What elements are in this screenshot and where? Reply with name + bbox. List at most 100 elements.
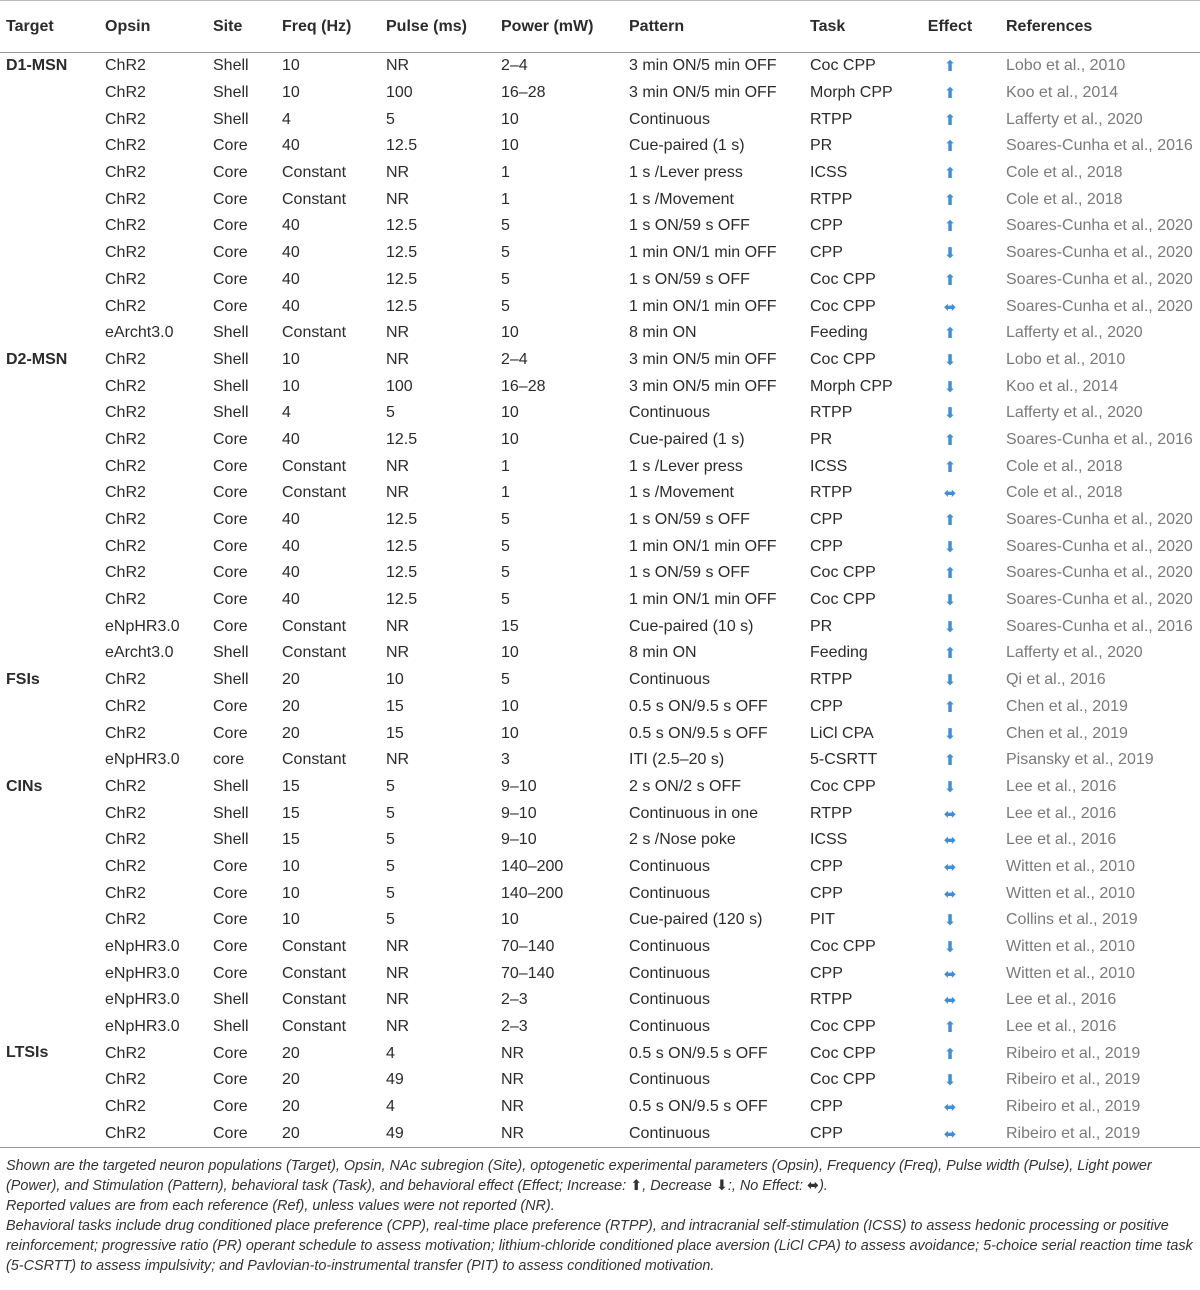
ref-cell: Soares-Cunha et al., 2020: [1006, 297, 1193, 315]
task-cell: CPP: [810, 244, 843, 262]
freq-cell: 10: [282, 350, 300, 368]
pattern-cell: 1 min ON/1 min OFF: [629, 591, 777, 609]
task-cell: CPP: [810, 217, 843, 235]
pulse-cell: 12.5: [386, 430, 418, 448]
power-cell: 10: [501, 697, 519, 715]
freq-cell: 20: [282, 671, 300, 689]
power-cell: 2–4: [501, 57, 528, 75]
freq-cell: 40: [282, 297, 300, 315]
pulse-cell: 5: [386, 110, 395, 128]
column-header: Target: [0, 0, 99, 53]
pulse-cell: 100: [386, 377, 413, 395]
table-row: ChR2 Core 10 5 10 Cue-paired (120 s) PIT ⬇ Colli…: [0, 907, 1200, 934]
ref-cell: Witten et al., 2010: [1006, 964, 1135, 982]
note: Shown are the targeted neuron population…: [6, 1158, 1152, 1195]
power-cell: NR: [501, 1071, 525, 1089]
pattern-cell: Continuous: [629, 404, 710, 422]
freq-cell: 10: [282, 57, 300, 75]
effect-cell: ⬆: [943, 191, 957, 209]
table-row: ChR2 Core 40 12.5 5 1 min ON/1 min OFF Coc CPP…: [0, 293, 1200, 320]
table-row: ChR2 Core Constant NR 1 1 s /Lever press ICSS ⬆…: [0, 453, 1200, 480]
ref-cell: Collins et al., 2019: [1006, 911, 1138, 929]
ref-cell: Lobo et al., 2010: [1006, 350, 1126, 368]
pulse-cell: 15: [386, 697, 404, 715]
opsin-cell: ChR2: [105, 884, 146, 902]
site-cell: Shell: [213, 991, 249, 1009]
freq-cell: 40: [282, 217, 300, 235]
ref-cell: Lee et al., 2016: [1006, 804, 1117, 822]
pulse-cell: 5: [386, 831, 395, 849]
ref-cell: Soares-Cunha et al., 2016: [1006, 617, 1193, 635]
ref-cell: Koo et al., 2014: [1006, 84, 1119, 102]
ref-cell: Lee et al., 2016: [1006, 991, 1117, 1009]
freq-cell: Constant: [282, 938, 347, 956]
pattern-cell: Continuous: [629, 1071, 710, 1089]
table-notes: Shown are the targeted neuron population…: [0, 1148, 1200, 1276]
power-cell: 5: [501, 564, 510, 582]
ref-cell: Soares-Cunha et al., 2016: [1006, 430, 1193, 448]
pulse-cell: 12.5: [386, 137, 418, 155]
column-header: Site: [207, 0, 276, 53]
site-cell: Shell: [213, 350, 249, 368]
power-cell: 2–3: [501, 1018, 528, 1036]
ref-cell: Witten et al., 2010: [1006, 884, 1135, 902]
pulse-cell: 12.5: [386, 564, 418, 582]
table-row: eNpHR3.0 Core Constant NR 70–140 Continuous Co…: [0, 934, 1200, 961]
pattern-cell: Continuous: [629, 857, 710, 875]
opsin-cell: ChR2: [105, 110, 146, 128]
ref-cell: Soares-Cunha et al., 2020: [1006, 591, 1193, 609]
site-cell: Core: [213, 297, 248, 315]
table-row: D1-MSN ChR2 Shell 10 NR 2–4 3 min ON/5 min OFF…: [0, 53, 1200, 80]
power-cell: 5: [501, 591, 510, 609]
task-cell: PR: [810, 430, 833, 448]
power-cell: 70–140: [501, 938, 555, 956]
task-cell: Coc CPP: [810, 938, 876, 956]
target-cell: FSIs: [6, 670, 40, 688]
opsin-cell: ChR2: [105, 377, 146, 395]
effect-cell: ⬌: [943, 965, 957, 983]
table-row: ChR2 Shell 10 100 16–28 3 min ON/5 min OFF Mor…: [0, 373, 1200, 400]
opsin-cell: ChR2: [105, 430, 146, 448]
table-row: ChR2 Core 40 12.5 5 1 min ON/1 min OFF Coc CPP…: [0, 587, 1200, 614]
column-header: Power (mW): [495, 0, 623, 53]
pulse-cell: 12.5: [386, 217, 418, 235]
task-cell: RTPP: [810, 190, 853, 208]
power-cell: 1: [501, 484, 510, 502]
freq-cell: 40: [282, 511, 300, 529]
task-cell: CPP: [810, 1098, 843, 1116]
effect-cell: ⬇: [943, 672, 957, 690]
site-cell: Core: [213, 270, 248, 288]
power-cell: 1: [501, 164, 510, 182]
target-cell: D2-MSN: [6, 350, 68, 368]
power-cell: 5: [501, 671, 510, 689]
effect-cell: ⬌: [943, 485, 957, 503]
task-cell: LiCl CPA: [810, 724, 874, 742]
ref-cell: Soares-Cunha et al., 2020: [1006, 564, 1193, 582]
freq-cell: 40: [282, 564, 300, 582]
effect-cell: ⬇: [943, 1072, 957, 1090]
site-cell: Core: [213, 190, 248, 208]
pulse-cell: NR: [386, 991, 410, 1009]
freq-cell: Constant: [282, 457, 347, 475]
note: Reported values are from each reference …: [6, 1198, 555, 1215]
column-header: Opsin: [99, 0, 207, 53]
pattern-cell: 3 min ON/5 min OFF: [629, 377, 777, 395]
opsin-cell: eNpHR3.0: [105, 991, 180, 1009]
opsin-cell: ChR2: [105, 1071, 146, 1089]
column-header: Pattern: [623, 0, 804, 53]
task-cell: CPP: [810, 884, 843, 902]
opsin-cell: eNpHR3.0: [105, 938, 180, 956]
freq-cell: Constant: [282, 324, 347, 342]
opsin-cell: ChR2: [105, 697, 146, 715]
pattern-cell: 8 min ON: [629, 324, 697, 342]
effect-cell: ⬌: [943, 1099, 957, 1117]
ref-cell: Lafferty et al., 2020: [1006, 110, 1143, 128]
effect-cell: ⬇: [943, 538, 957, 556]
effect-cell: ⬇: [943, 405, 957, 423]
opsin-cell: ChR2: [105, 217, 146, 235]
pulse-cell: NR: [386, 751, 410, 769]
table-row: ChR2 Shell 4 5 10 Continuous RTPP ⬆ Lafferty et …: [0, 106, 1200, 133]
effect-cell: ⬌: [943, 805, 957, 823]
ref-cell: Ribeiro et al., 2019: [1006, 1098, 1141, 1116]
table-row: ChR2 Core Constant NR 1 1 s /Lever press ICSS ⬆…: [0, 160, 1200, 187]
